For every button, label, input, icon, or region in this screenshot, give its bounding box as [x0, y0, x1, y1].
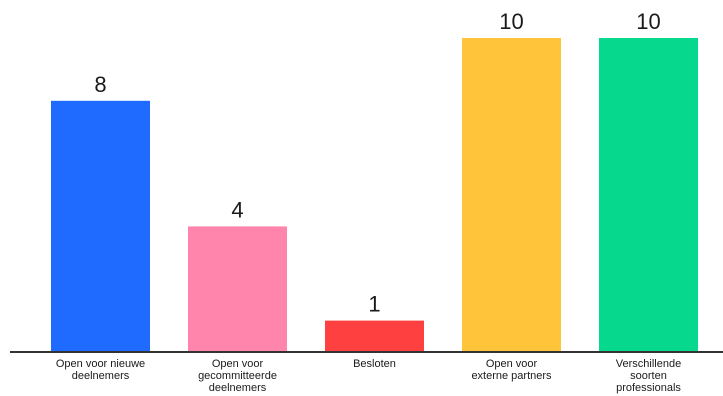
category-label-2: Besloten: [353, 358, 396, 370]
bar-4: [599, 38, 698, 352]
category-label-0-line-0: Open voor nieuwe: [56, 358, 145, 370]
category-label-2-line-0: Besloten: [353, 358, 396, 370]
category-label-3-line-0: Open voor: [486, 358, 538, 370]
category-label-1-line-0: Open voor: [212, 358, 264, 370]
value-label-3: 10: [499, 9, 523, 34]
category-label-4-line-1: soorten: [630, 370, 667, 382]
category-label-3: Open voor externe partners: [471, 358, 552, 382]
category-label-0-line-1: deelnemers: [72, 370, 130, 382]
category-label-1-line-2: deelnemers: [209, 382, 267, 394]
category-label-4: Verschillende soorten professionals: [616, 358, 682, 394]
value-label-1: 4: [231, 197, 243, 222]
category-label-1: Open voor gecommitteerde deelnemers: [198, 358, 277, 394]
category-label-3-line-1: externe partners: [471, 370, 552, 382]
value-label-2: 1: [368, 292, 380, 317]
category-label-4-line-0: Verschillende: [616, 358, 681, 370]
bars-group: [51, 38, 698, 352]
category-label-4-line-2: professionals: [616, 382, 681, 394]
bar-0: [51, 100, 150, 352]
bar-1: [188, 226, 287, 352]
value-labels-group: 8 4 1 10 10: [94, 9, 660, 317]
bar-3: [462, 38, 561, 352]
value-label-4: 10: [636, 9, 660, 34]
bar-2: [325, 320, 424, 352]
category-label-1-line-1: gecommitteerde: [198, 370, 277, 382]
category-label-0: Open voor nieuwe deelnemers: [56, 358, 145, 382]
value-label-0: 8: [94, 72, 106, 97]
